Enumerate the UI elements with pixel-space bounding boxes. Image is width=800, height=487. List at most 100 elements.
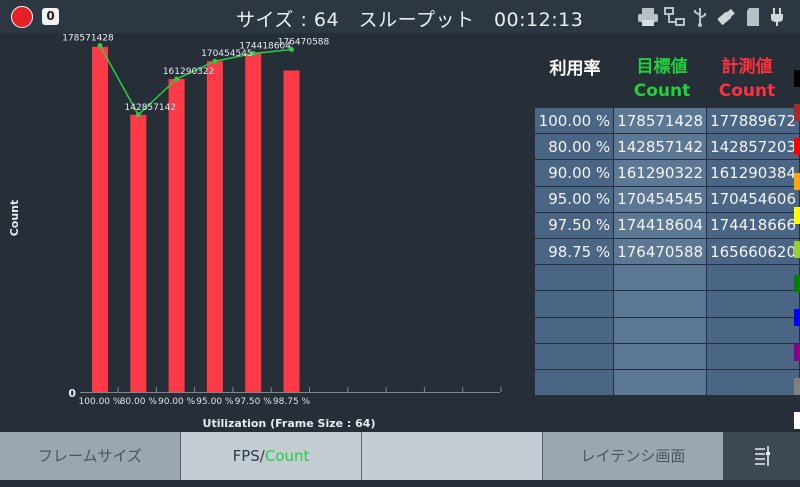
cell-target (613, 290, 708, 318)
cell-measured (706, 290, 800, 318)
color-swatch[interactable] (794, 138, 800, 156)
category-label: 98.75 % (273, 397, 311, 407)
header-target-label: 目標値 (636, 57, 688, 77)
table-row: 90.00 % 161290322 161290384 (533, 159, 800, 187)
point-label: 142857142 (125, 103, 177, 113)
color-swatch[interactable] (794, 172, 800, 190)
line-point (250, 51, 256, 57)
y-axis-label: Count (8, 200, 21, 237)
cell-measured (706, 342, 800, 370)
tab-fps-count-label: Count (264, 447, 310, 465)
table-row: 95.00 % 170454545 170454606 (533, 185, 800, 213)
color-swatch[interactable] (794, 104, 800, 122)
tab-latency[interactable]: レイテンシ画面 (543, 432, 723, 480)
header-measured: 計測値 Count (707, 55, 787, 103)
table-row: 80.00 % 142857142 142857203 (533, 133, 800, 161)
record-icon[interactable] (11, 6, 33, 28)
cell-util (533, 368, 615, 397)
category-label: 100.00 % (79, 397, 122, 407)
header-measured-label: 計測値 (721, 57, 773, 77)
cell-util (533, 316, 615, 344)
point-label: 174418604 (239, 42, 291, 52)
table-row (533, 290, 800, 318)
line-point (289, 47, 294, 53)
printer-icon (638, 8, 658, 26)
point-label: 170454545 (201, 49, 253, 59)
cell-target (613, 368, 708, 397)
cell-util (533, 290, 615, 318)
tab-divider (542, 432, 543, 480)
table-row: 97.50 % 174418604 174418666 (533, 211, 800, 239)
cell-util: 100.00 % (533, 106, 615, 135)
bottom-tab-bar: フレームサイズ FPS/Count レイテンシ画面 (0, 432, 800, 480)
tab-fps-prefix: FPS/ (232, 447, 265, 465)
bar (168, 79, 185, 393)
usb-icon (694, 8, 706, 27)
cell-util: 97.50 % (533, 211, 615, 239)
y-zero-label: 0 (68, 387, 76, 400)
header-target-sub: Count (633, 81, 691, 101)
color-swatch[interactable] (794, 241, 800, 258)
category-label: 90.00 % (158, 397, 196, 407)
cell-util: 98.75 % (533, 237, 615, 266)
header-target: 目標値 Count (622, 55, 702, 103)
cell-util: 80.00 % (533, 133, 615, 161)
cell-target: 142857142 (613, 133, 708, 161)
category-label: 95.00 % (196, 397, 234, 407)
cell-measured: 165660620 (706, 237, 800, 266)
point-label: 178571428 (62, 33, 114, 43)
line-point (97, 42, 103, 48)
menu-button[interactable] (724, 432, 800, 480)
table-row: 98.75 % 176470588 165660620 (533, 237, 800, 266)
table-row (533, 368, 800, 397)
bar (283, 70, 300, 392)
cell-measured: 177889672 (706, 106, 800, 135)
line-point (135, 112, 141, 118)
color-swatch[interactable] (794, 275, 800, 293)
color-swatch[interactable] (794, 377, 800, 395)
results-table: 100.00 % 178571428 177889672 80.00 % 1428571… (533, 106, 800, 397)
cell-measured (706, 264, 800, 292)
bar (130, 114, 147, 392)
table-row (533, 316, 800, 344)
point-label: 161290322 (163, 67, 215, 77)
point-label: 176470588 (278, 38, 330, 48)
category-label: 80.00 % (120, 397, 158, 407)
x-axis-label: Utilization (Frame Size : 64) (203, 417, 376, 430)
tab-fps-count[interactable]: FPS/Count (181, 432, 361, 480)
color-swatch[interactable] (794, 70, 800, 87)
line-point (212, 58, 218, 64)
color-swatch[interactable] (794, 412, 800, 429)
cell-target: 170454545 (613, 185, 708, 213)
tab-frame-size[interactable]: フレームサイズ (0, 432, 180, 480)
table-row: 100.00 % 178571428 177889672 (533, 106, 800, 135)
header-measured-sub: Count (718, 81, 776, 101)
header-utilization: 利用率 (549, 59, 601, 79)
tab-divider (361, 432, 362, 480)
target-line (99, 45, 292, 116)
count-badge: 0 (42, 8, 59, 25)
network-icon (664, 7, 685, 26)
target-points (97, 42, 294, 118)
cell-util (533, 264, 615, 292)
table-row (533, 264, 800, 292)
cell-measured (706, 368, 800, 397)
cell-target: 161290322 (613, 159, 708, 187)
cell-util (533, 342, 615, 370)
color-swatch[interactable] (794, 309, 800, 327)
color-swatch[interactable] (794, 343, 800, 361)
settings-sliders-icon (755, 446, 770, 466)
tab-divider (180, 432, 181, 480)
line-point (174, 76, 180, 82)
bar (92, 46, 108, 392)
cell-target: 178571428 (613, 106, 708, 135)
x-ticks (117, 387, 502, 392)
bar (206, 61, 223, 393)
color-swatch[interactable] (794, 206, 800, 224)
status-text: サイズ : 64 スループット 00:12:13 (236, 9, 584, 31)
tab-blank[interactable] (362, 432, 542, 480)
table-row (533, 342, 800, 370)
usb-stick-icon (717, 8, 735, 25)
cell-measured: 161290384 (706, 159, 800, 187)
point-labels: 178571428 142857142 161290322 1704545451744… (62, 33, 329, 112)
